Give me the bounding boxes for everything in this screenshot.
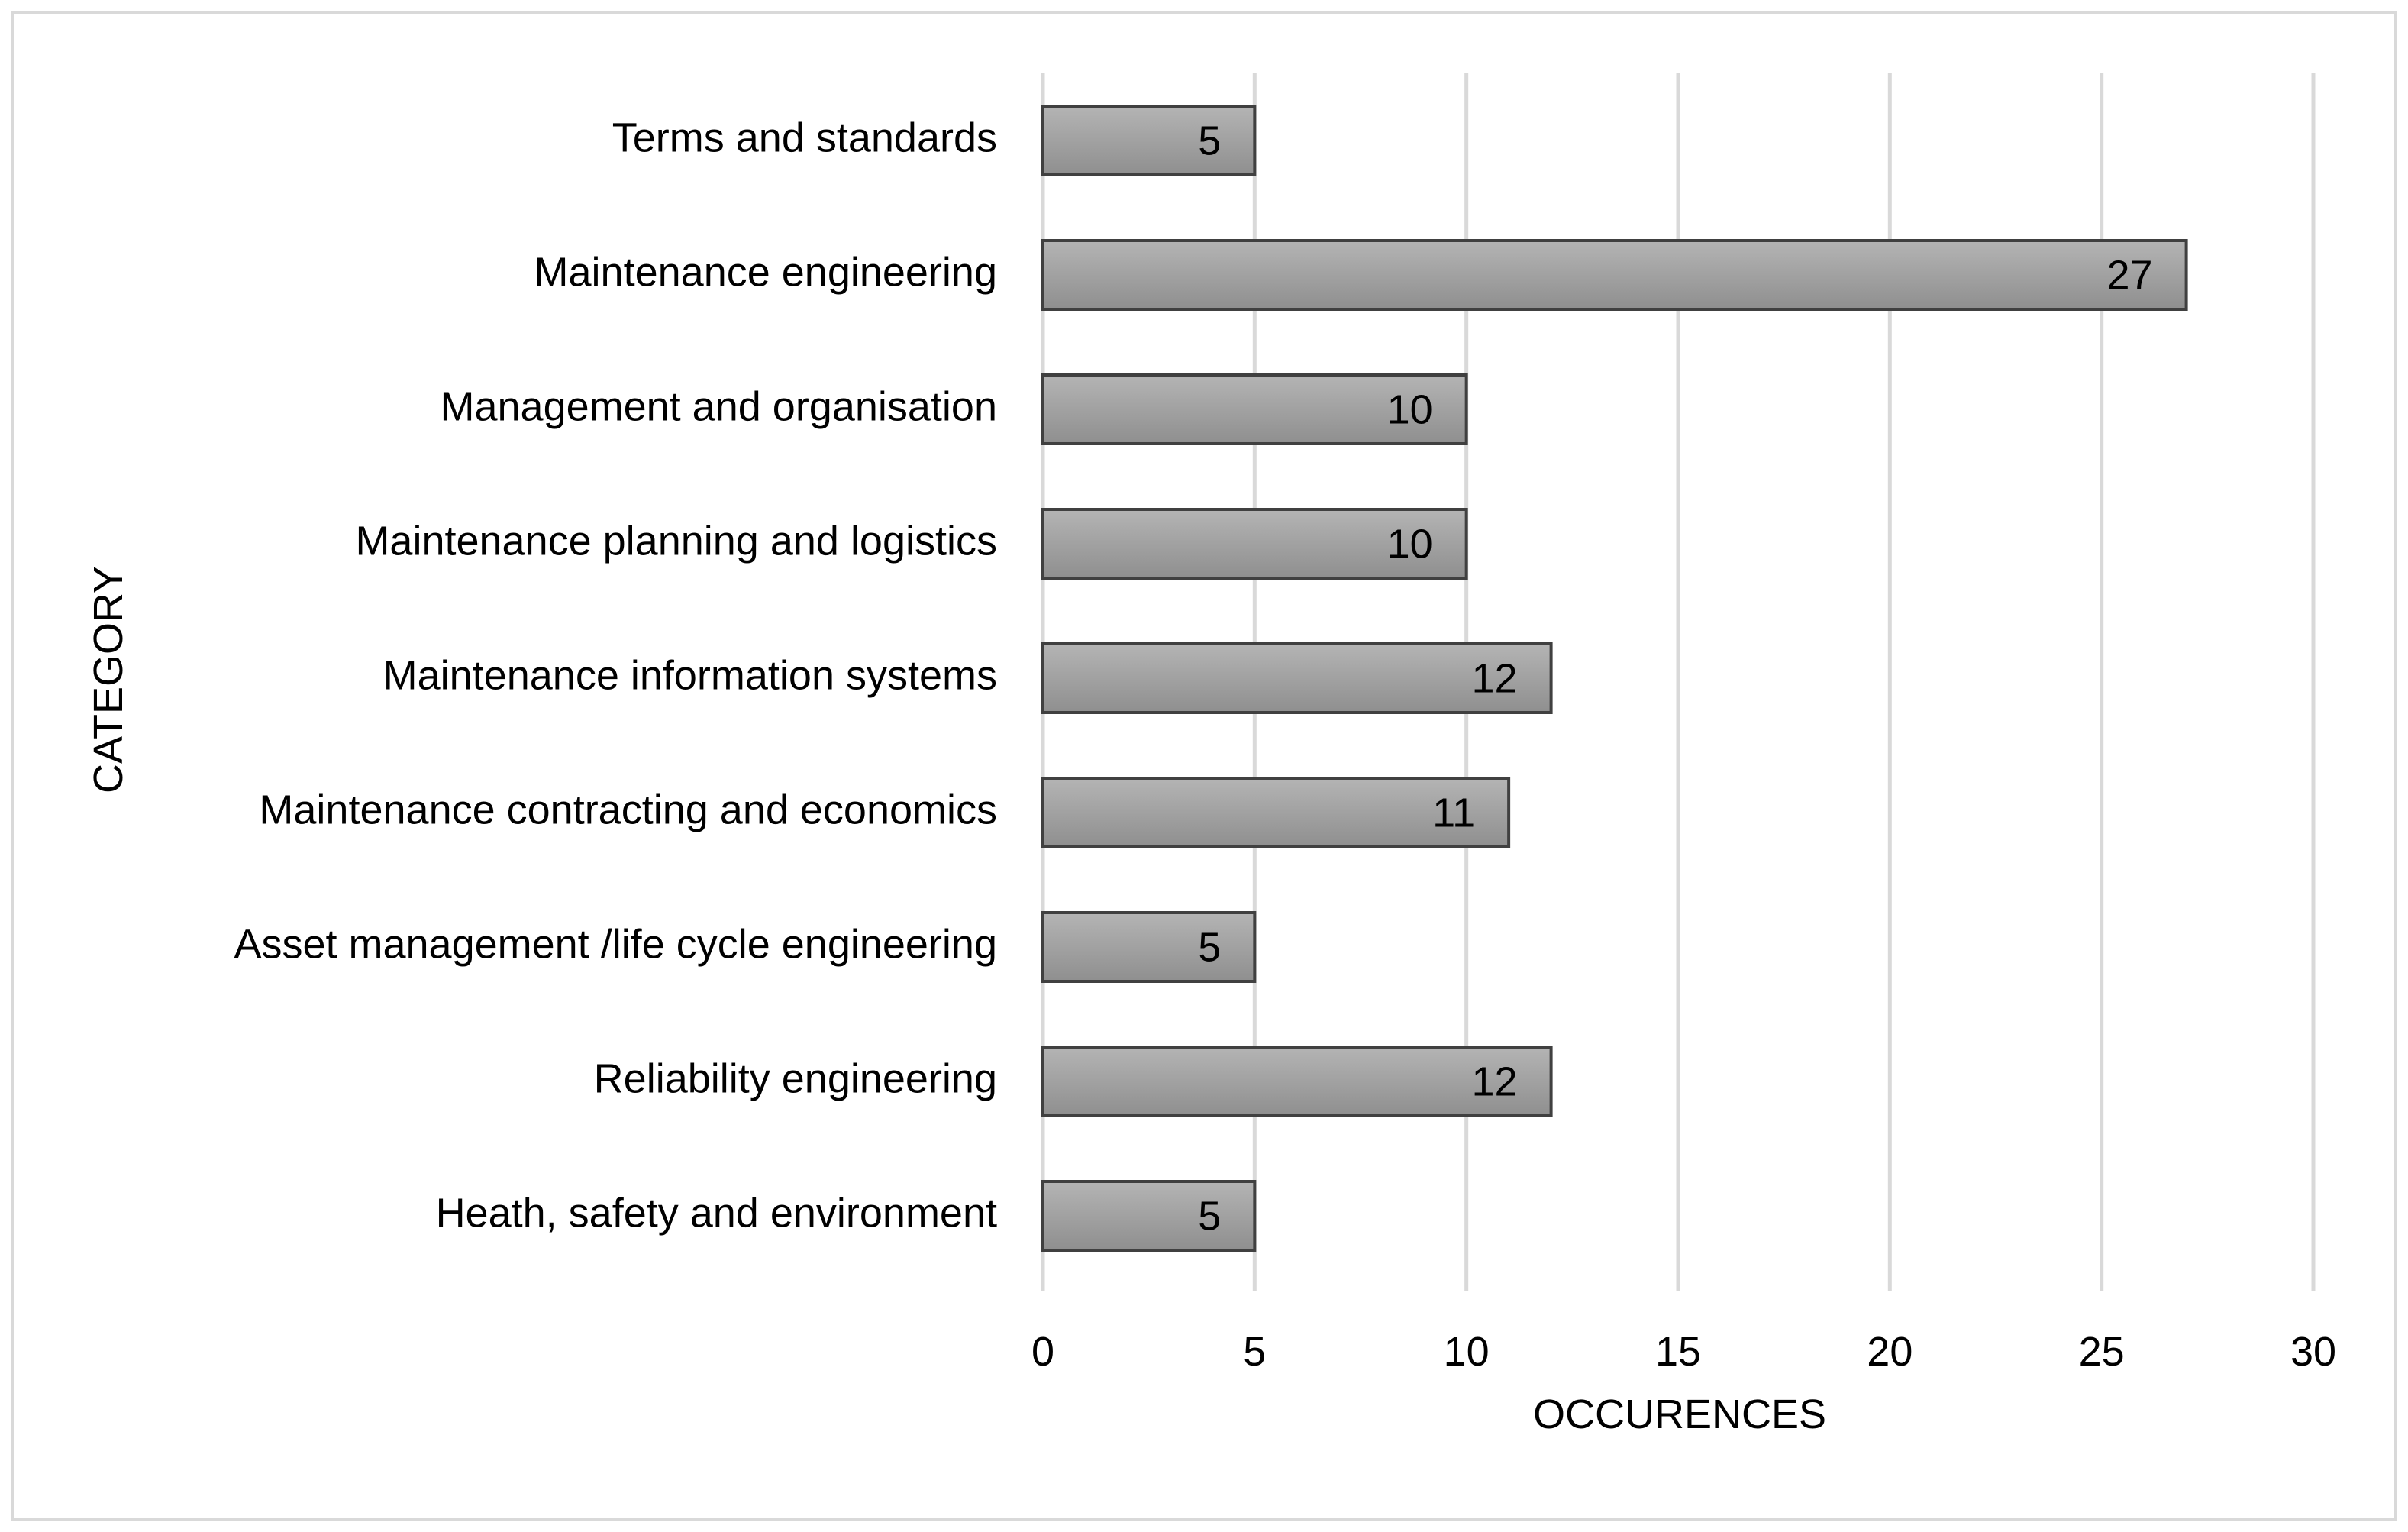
x-tick-label-30: 30	[2290, 1329, 2336, 1375]
bar-1	[1041, 105, 1257, 176]
x-tick-label-10: 10	[1444, 1329, 1490, 1375]
category-label-8: Reliability engineering	[594, 1055, 997, 1101]
category-label-9: Heath, safety and environment	[436, 1190, 997, 1236]
category-label-6: Maintenance contracting and economics	[259, 787, 997, 832]
data-labels: 5 27 10 10 12 11 5 12 5	[1198, 118, 2152, 1239]
data-label-1: 5	[1198, 118, 1221, 163]
bar-4	[1041, 508, 1468, 580]
bars	[1041, 105, 2188, 1252]
data-label-8: 12	[1472, 1059, 1518, 1104]
x-tick-label-25: 25	[2079, 1329, 2125, 1375]
category-label-1: Terms and standards	[612, 115, 997, 160]
x-axis-title: OCCURENCES	[1533, 1391, 1826, 1437]
category-label-5: Maintenance information systems	[383, 652, 997, 698]
bar-5	[1041, 642, 1553, 714]
category-label-3: Management and organisation	[440, 383, 997, 429]
y-axis-title: CATEGORY	[86, 566, 131, 793]
bar-9	[1041, 1180, 1257, 1252]
chart-frame	[11, 11, 2397, 1521]
x-tick-label-0: 0	[1031, 1329, 1054, 1375]
data-label-2: 27	[2107, 252, 2153, 298]
bar-8	[1041, 1046, 1553, 1117]
data-label-5: 12	[1472, 655, 1518, 701]
data-label-7: 5	[1198, 924, 1221, 970]
data-label-3: 10	[1387, 386, 1433, 432]
data-label-4: 10	[1387, 521, 1433, 567]
x-tick-label-5: 5	[1243, 1329, 1266, 1375]
bar-3	[1041, 373, 1468, 445]
category-label-2: Maintenance engineering	[534, 249, 997, 295]
category-label-4: Maintenance planning and logistics	[355, 518, 997, 564]
x-tick-labels: 0 5 10 15 20 25 30	[1031, 1329, 2336, 1375]
category-label-7: Asset management /life cycle engineering	[234, 921, 997, 967]
x-tick-label-15: 15	[1655, 1329, 1701, 1375]
bar-2	[1041, 239, 2188, 311]
x-tick-label-20: 20	[1867, 1329, 1913, 1375]
category-labels: Terms and standards Maintenance engineeri…	[234, 115, 997, 1236]
bar-7	[1041, 911, 1257, 983]
data-label-6: 11	[1432, 790, 1475, 835]
bar-6	[1041, 777, 1511, 848]
data-label-9: 5	[1198, 1193, 1221, 1239]
